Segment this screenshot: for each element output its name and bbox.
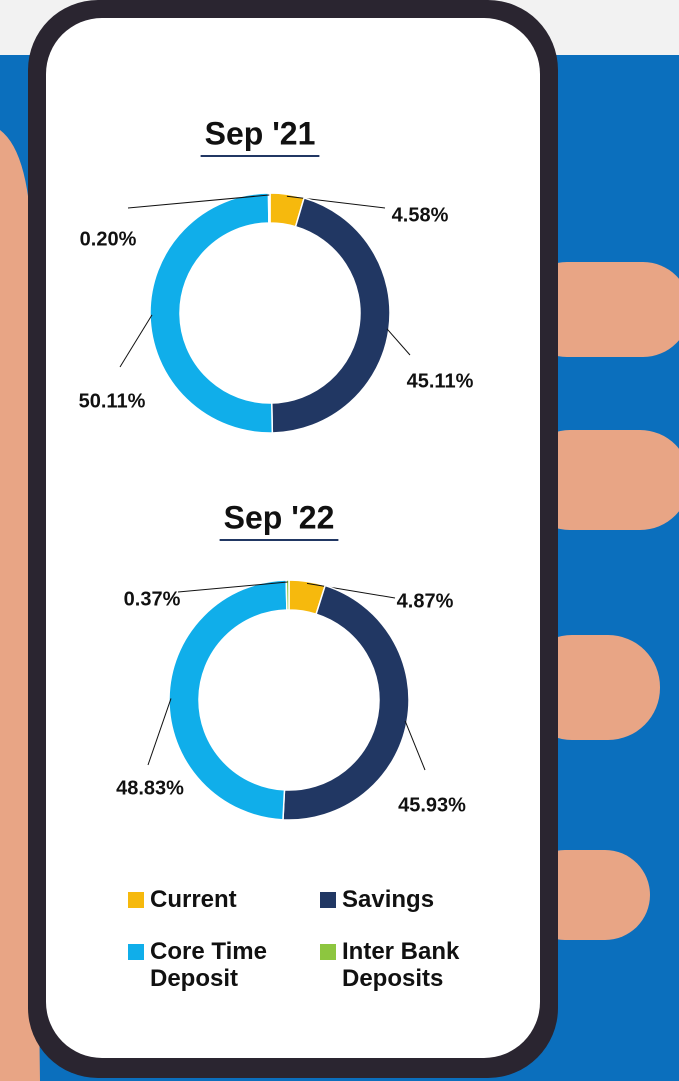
legend-swatch xyxy=(128,944,144,960)
data-label: 45.11% xyxy=(407,370,474,392)
donut-slice xyxy=(283,586,409,820)
donut-slice xyxy=(286,580,289,610)
chart: Sep '21 4.58% 45.11% 50.11% 0.20% Sep '22 4.87… xyxy=(0,0,679,1081)
legend-swatch xyxy=(320,944,336,960)
donut-slice xyxy=(169,580,287,820)
data-label: 4.87% xyxy=(397,590,454,612)
leader-line xyxy=(120,315,152,367)
legend-swatch xyxy=(320,892,336,908)
chart-title: Sep '21 xyxy=(205,115,316,151)
legend-label: Core Time Deposit xyxy=(150,938,280,992)
data-label: 45.93% xyxy=(398,794,466,816)
donut-slice xyxy=(150,193,272,433)
data-label: 0.20% xyxy=(80,228,137,250)
leader-line xyxy=(405,721,425,770)
legend-swatch xyxy=(128,892,144,908)
leader-line xyxy=(387,329,410,355)
data-label: 4.58% xyxy=(392,204,449,226)
screenshot: Sep '21 4.58% 45.11% 50.11% 0.20% Sep '22 4.87… xyxy=(0,0,679,1081)
legend-label: Current xyxy=(150,886,280,913)
chart-title: Sep '22 xyxy=(224,499,335,535)
donut-slice xyxy=(268,193,270,223)
donut-slice xyxy=(272,198,390,433)
data-label: 50.11% xyxy=(79,390,146,412)
legend-label: Inter Bank Deposits xyxy=(342,938,472,992)
legend-label: Savings xyxy=(342,886,472,913)
data-label: 48.83% xyxy=(116,777,184,799)
data-label: 0.37% xyxy=(124,588,181,610)
leader-line xyxy=(148,698,171,765)
